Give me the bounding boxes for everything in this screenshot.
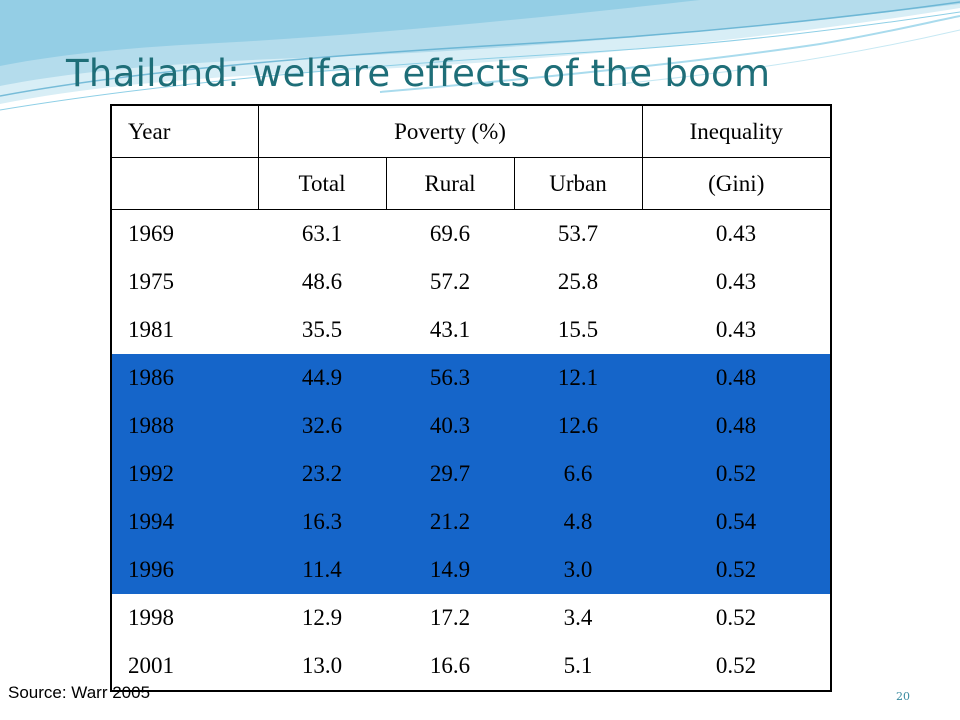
table-row: 2001 13.0 16.6 5.1 0.52	[111, 642, 831, 691]
cell-total: 48.6	[301, 269, 343, 294]
cell-year: 1996	[111, 546, 258, 594]
cell-year: 1992	[111, 450, 258, 498]
header-poverty: Poverty (%)	[257, 104, 643, 158]
cell-total: 44.9	[258, 354, 386, 402]
cell-gini: 0.43	[715, 317, 757, 342]
cell-total: 12.9	[301, 605, 343, 630]
cell-year: 1981	[128, 317, 174, 342]
cell-year: 1998	[128, 605, 174, 630]
cell-urban: 3.0	[514, 546, 642, 594]
cell-rural: 14.9	[386, 546, 514, 594]
cell-rural: 17.2	[429, 605, 471, 630]
cell-urban: 3.4	[563, 605, 593, 630]
cell-gini: 0.48	[642, 402, 831, 450]
cell-rural: 21.2	[386, 498, 514, 546]
subheader-rural: Rural	[385, 157, 515, 210]
header-year: Year	[110, 104, 259, 158]
cell-urban: 15.5	[557, 317, 599, 342]
cell-total: 11.4	[258, 546, 386, 594]
cell-total: 63.1	[301, 221, 343, 246]
cell-total: 35.5	[301, 317, 343, 342]
source-note: Source: Warr 2005	[8, 683, 151, 702]
cell-total: 32.6	[258, 402, 386, 450]
cell-rural: 69.6	[429, 221, 471, 246]
cell-total: 16.3	[258, 498, 386, 546]
subheader-gini: (Gini)	[641, 157, 832, 210]
table-row: 1996 11.4 14.9 3.0 0.52	[111, 546, 831, 594]
subheader-year	[110, 157, 259, 210]
page-number: 20	[896, 690, 910, 703]
table-row: 1988 32.6 40.3 12.6 0.48	[111, 402, 831, 450]
cell-rural: 29.7	[386, 450, 514, 498]
cell-rural: 57.2	[429, 269, 471, 294]
cell-rural: 56.3	[386, 354, 514, 402]
table-row: 1998 12.9 17.2 3.4 0.52	[111, 594, 831, 642]
table-row: 1986 44.9 56.3 12.1 0.48	[111, 354, 831, 402]
header-wave-decoration	[0, 0, 960, 111]
cell-urban: 12.1	[514, 354, 642, 402]
cell-year: 1988	[111, 402, 258, 450]
cell-rural: 16.6	[429, 653, 471, 678]
header-inequality: Inequality	[641, 104, 832, 158]
cell-gini: 0.52	[715, 653, 757, 678]
cell-year: 1969	[128, 221, 174, 246]
cell-rural: 40.3	[386, 402, 514, 450]
cell-urban: 25.8	[557, 269, 599, 294]
cell-urban: 12.6	[514, 402, 642, 450]
cell-urban: 4.8	[514, 498, 642, 546]
cell-gini: 0.52	[642, 546, 831, 594]
cell-total: 13.0	[301, 653, 343, 678]
table-row: 1992 23.2 29.7 6.6 0.52	[111, 450, 831, 498]
cell-gini: 0.54	[642, 498, 831, 546]
subheader-urban: Urban	[513, 157, 643, 210]
poverty-table: Year Poverty (%) Inequality Total Rural …	[110, 104, 832, 692]
cell-urban: 6.6	[514, 450, 642, 498]
slide-title: Thailand: welfare effects of the boom	[66, 52, 771, 95]
table-header-row: Year Poverty (%) Inequality	[110, 104, 832, 158]
cell-year: 1994	[111, 498, 258, 546]
cell-gini: 0.43	[715, 269, 757, 294]
cell-urban: 5.1	[563, 653, 593, 678]
table-row: 1981 35.5 43.1 15.5 0.43	[111, 306, 831, 354]
cell-rural: 43.1	[429, 317, 471, 342]
table-row: 1994 16.3 21.2 4.8 0.54	[111, 498, 831, 546]
cell-year: 1986	[111, 354, 258, 402]
table-row: 1969 63.1 69.6 53.7 0.43	[111, 210, 831, 259]
subheader-total: Total	[257, 157, 387, 210]
cell-urban: 53.7	[557, 221, 599, 246]
cell-gini: 0.43	[715, 221, 757, 246]
table-row: 1975 48.6 57.2 25.8 0.43	[111, 258, 831, 306]
cell-gini: 0.48	[642, 354, 831, 402]
table-subheader-row: Total Rural Urban (Gini)	[110, 157, 832, 210]
cell-total: 23.2	[258, 450, 386, 498]
table-body: 1969 63.1 69.6 53.7 0.43 1975 48.6 57.2 25.8 0.43…	[111, 210, 831, 692]
cell-year: 1975	[128, 269, 174, 294]
cell-gini: 0.52	[715, 605, 757, 630]
cell-gini: 0.52	[642, 450, 831, 498]
cell-year: 2001	[128, 653, 174, 678]
